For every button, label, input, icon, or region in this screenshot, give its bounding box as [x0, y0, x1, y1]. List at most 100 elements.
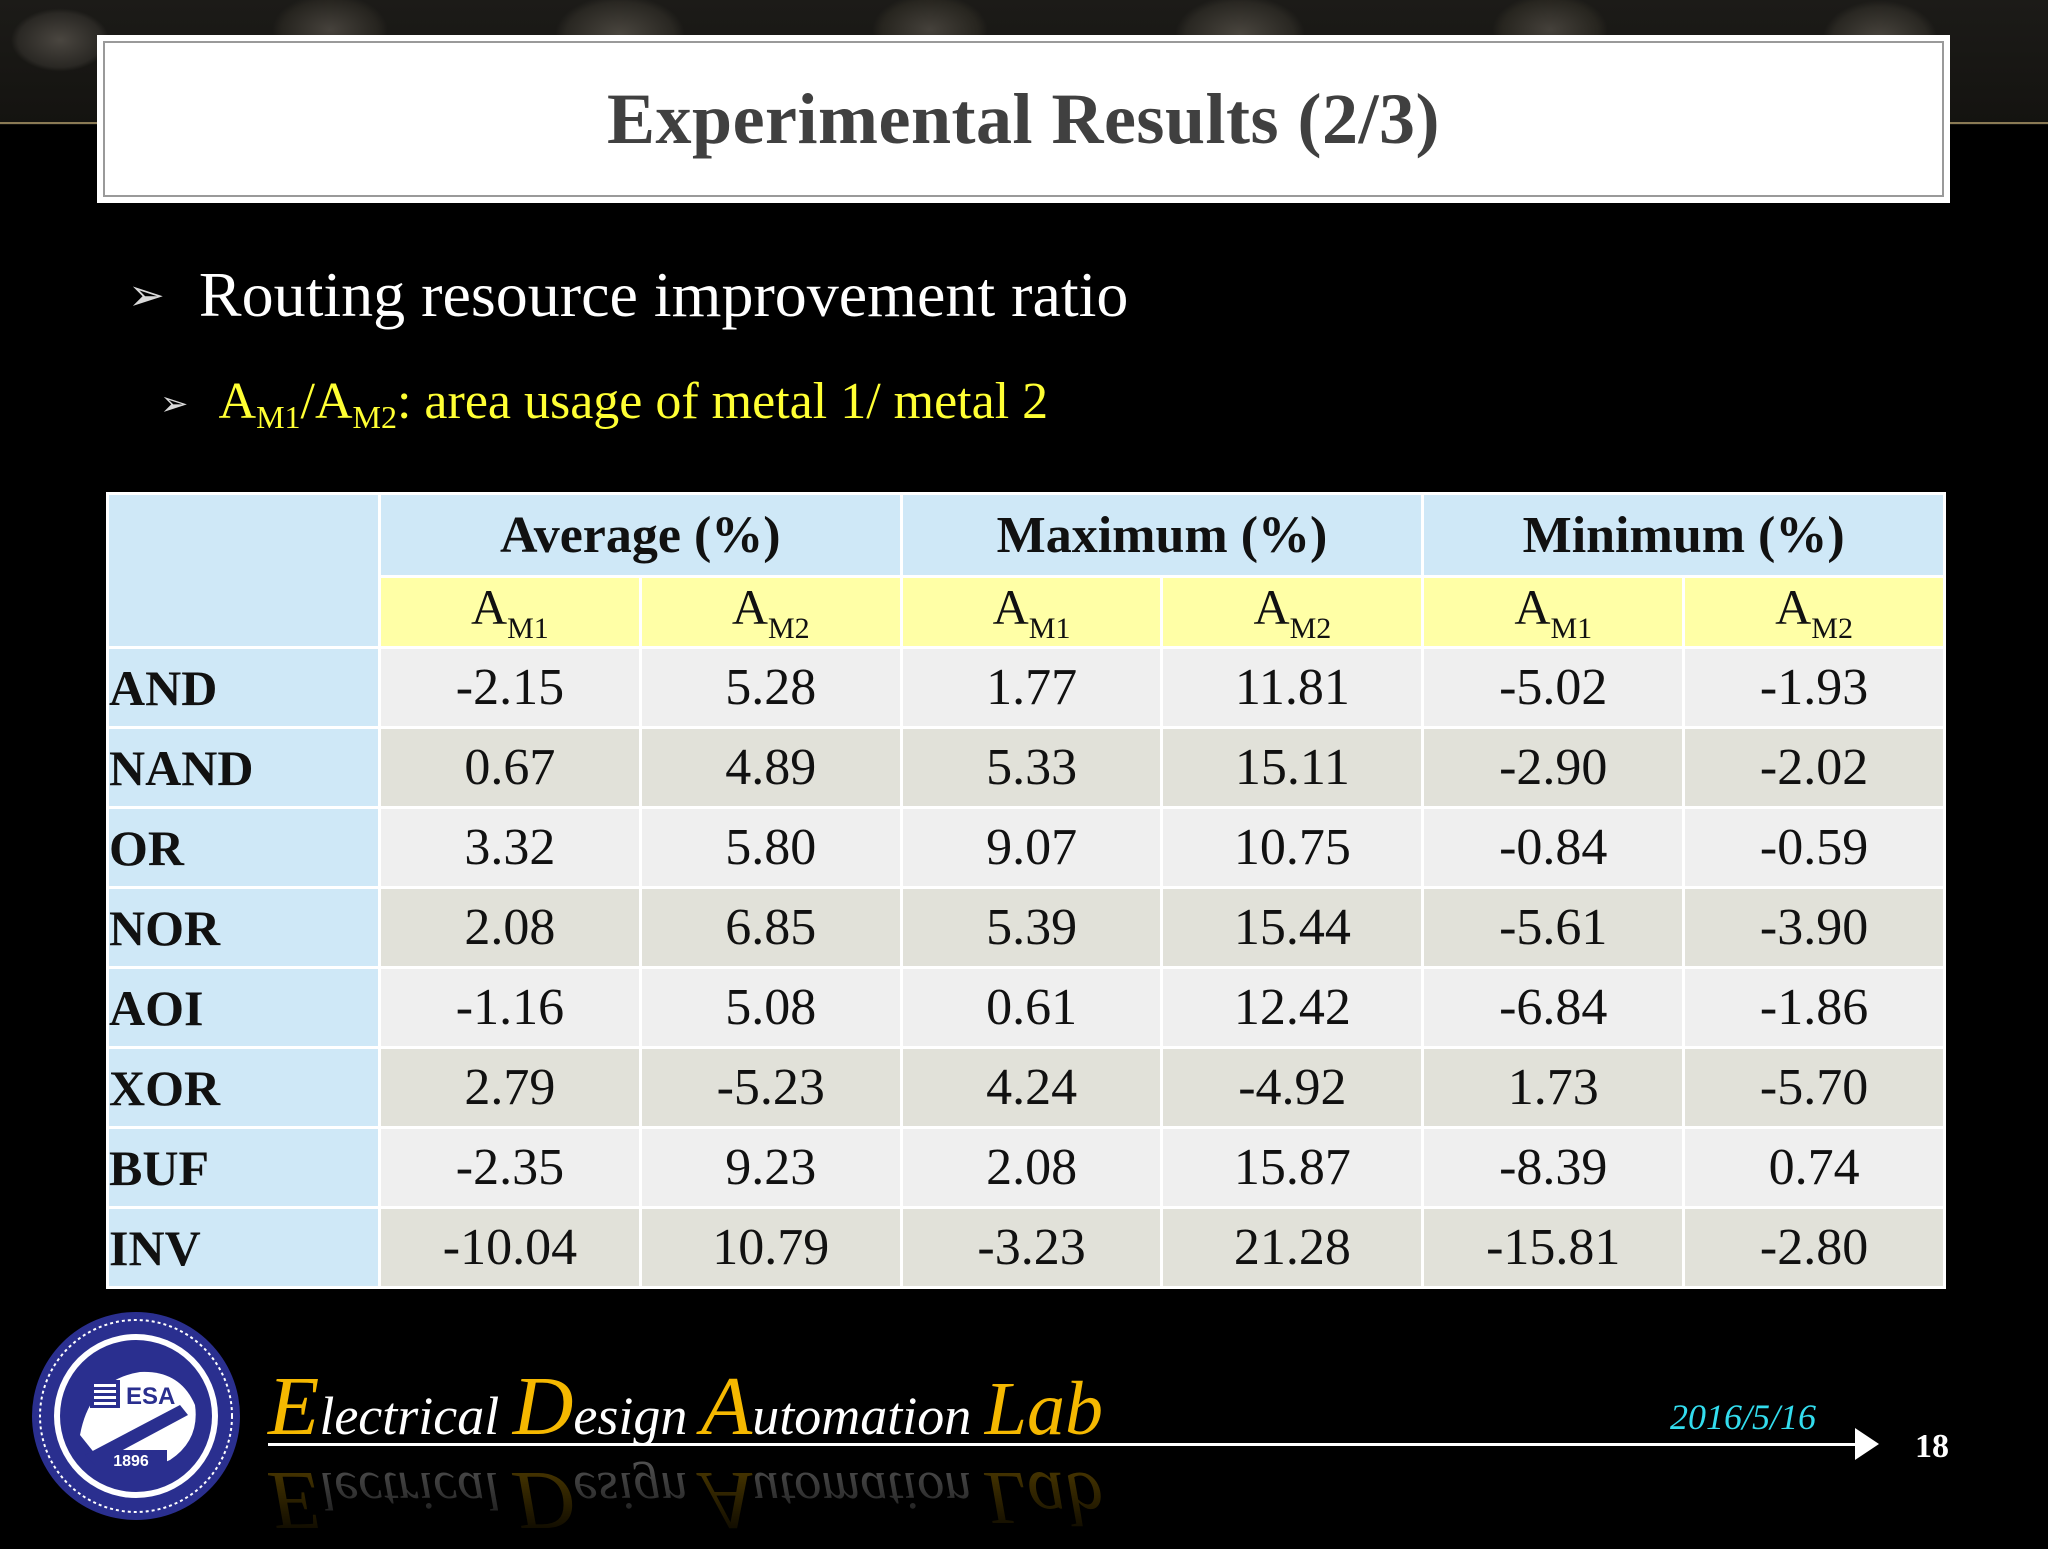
table-cell: 5.33 [899, 726, 1164, 809]
table-cell: 5.28 [638, 646, 903, 729]
subheader-subscript: M2 [1289, 612, 1332, 645]
lab-word-electrical: lectrical [319, 1386, 513, 1446]
table-cell: -15.81 [1421, 1206, 1686, 1289]
logo-letters: ESA [126, 1383, 175, 1410]
bullet-level1-text: Routing resource improvement ratio [198, 259, 1129, 330]
group-header-maximum: Maximum (%) [899, 492, 1425, 578]
table-cell: 5.39 [899, 886, 1164, 969]
title-box: Experimental Results (2/3) [97, 35, 1950, 203]
lab-name-reflection: Electrical Design Automation Lab [268, 1452, 1103, 1549]
lab-reflect-automation: utomation [752, 1461, 985, 1521]
row-label: BUF [106, 1126, 381, 1209]
subheader-cell: AM2 [638, 575, 903, 649]
bullet-level2-a: A [218, 373, 257, 430]
table-cell: -5.23 [638, 1046, 903, 1129]
footer-arrow-icon [1855, 1428, 1879, 1460]
lab-reflect-a: A [700, 1454, 753, 1547]
row-label: AOI [106, 966, 381, 1049]
table-cell: -2.80 [1682, 1206, 1946, 1289]
page-number: 18 [1915, 1428, 1949, 1465]
group-header-minimum: Minimum (%) [1421, 492, 1946, 578]
table-row: AOI -1.16 5.08 0.61 12.42 -6.84 -1.86 [106, 966, 1946, 1049]
table-cell: -1.16 [378, 966, 642, 1049]
bullet-level2-rest: : area usage of metal 1/ metal 2 [396, 373, 1049, 430]
table-row: AND -2.15 5.28 1.77 11.81 -5.02 -1.93 [106, 646, 1946, 729]
row-label: AND [106, 646, 381, 729]
bullet-level2-sub2: M2 [352, 399, 397, 435]
bullet-level1: ➢ Routing resource improvement ratio [128, 258, 1128, 332]
table-cell: 2.08 [899, 1126, 1164, 1209]
table-cell: -3.23 [899, 1206, 1164, 1289]
table-cell: -2.90 [1421, 726, 1686, 809]
row-label: OR [106, 806, 381, 889]
subheader-subscript: M2 [767, 612, 810, 645]
results-table: Average (%) Maximum (%) Minimum (%) AM1 A… [106, 492, 1946, 1289]
table-cell: 4.24 [899, 1046, 1164, 1129]
table-cell: -6.84 [1421, 966, 1686, 1049]
table-row: OR 3.32 5.80 9.07 10.75 -0.84 -0.59 [106, 806, 1946, 889]
lab-reflect-e: E [268, 1454, 320, 1547]
table-cell: -2.02 [1682, 726, 1946, 809]
table-corner-cell [106, 492, 381, 649]
table-cell: -5.61 [1421, 886, 1686, 969]
table-cell: 2.08 [378, 886, 642, 969]
table-cell: -0.59 [1682, 806, 1946, 889]
table-cell: 1.77 [899, 646, 1164, 729]
lab-initial-d: D [512, 1360, 574, 1453]
table-cell: -5.02 [1421, 646, 1686, 729]
table-cell: 0.74 [1682, 1126, 1946, 1209]
table-cell: -4.92 [1160, 1046, 1425, 1129]
table-row: XOR 2.79 -5.23 4.24 -4.92 1.73 -5.70 [106, 1046, 1946, 1129]
table-cell: 5.80 [638, 806, 903, 889]
lab-reflect-electrical: lectrical [319, 1461, 513, 1521]
table-row: NAND 0.67 4.89 5.33 15.11 -2.90 -2.02 [106, 726, 1946, 809]
lab-initial-e: E [268, 1360, 320, 1453]
lab-reflect-d: D [512, 1454, 574, 1547]
table-cell: -0.84 [1421, 806, 1686, 889]
subheader-base: A [1253, 579, 1290, 635]
table-cell: 0.61 [899, 966, 1164, 1049]
slide-date: 2016/5/16 [1670, 1397, 1817, 1437]
table-cell: 1.73 [1421, 1046, 1686, 1129]
bullet-level2: ➢ AM1/AM2: area usage of metal 1/ metal … [160, 372, 1048, 436]
table-cell: 21.28 [1160, 1206, 1425, 1289]
bullet-level2-sub1: M1 [256, 399, 301, 435]
lab-word-design: esign [573, 1386, 701, 1446]
table-cell: -2.15 [378, 646, 642, 729]
footer-rule [268, 1443, 1868, 1446]
logo-year: 1896 [113, 1453, 149, 1470]
subheader-base: A [731, 579, 768, 635]
row-label: XOR [106, 1046, 381, 1129]
table-cell: 3.32 [378, 806, 642, 889]
table-cell: 2.79 [378, 1046, 642, 1129]
lab-name: Electrical Design Automation Lab [268, 1358, 1103, 1455]
university-seal-icon: ESA 1896 [32, 1312, 240, 1520]
table-cell: -10.04 [378, 1206, 642, 1289]
table-cell: -1.93 [1682, 646, 1946, 729]
lab-initial-a: A [700, 1360, 753, 1453]
subheader-cell: AM1 [1421, 575, 1686, 649]
table-cell: 10.75 [1160, 806, 1425, 889]
subheader-subscript: M2 [1811, 612, 1853, 645]
bullet-level2-slash: /A [300, 373, 353, 430]
subheader-cell: AM2 [1682, 575, 1946, 649]
table-cell: 0.67 [378, 726, 642, 809]
table-cell: 9.07 [899, 806, 1164, 889]
table-cell: -1.86 [1682, 966, 1946, 1049]
subheader-cell: AM1 [899, 575, 1164, 649]
subheader-base: A [1775, 579, 1812, 635]
lab-word-lab: Lab [984, 1367, 1104, 1451]
table-cell: -3.90 [1682, 886, 1946, 969]
lab-reflect-design: esign [573, 1461, 701, 1521]
table-cell: 15.44 [1160, 886, 1425, 969]
bullet-level2-text: AM1/AM2: area usage of metal 1/ metal 2 [219, 372, 1049, 436]
table-cell: 15.87 [1160, 1126, 1425, 1209]
subheader-cell: AM2 [1160, 575, 1425, 649]
table-row: BUF -2.35 9.23 2.08 15.87 -8.39 0.74 [106, 1126, 1946, 1209]
lab-word-automation: utomation [752, 1386, 985, 1446]
row-label: NOR [106, 886, 381, 969]
subheader-subscript: M1 [1550, 612, 1593, 645]
table-cell: 4.89 [638, 726, 903, 809]
table-cell: 5.08 [638, 966, 903, 1049]
subheader-cell: AM1 [378, 575, 642, 649]
